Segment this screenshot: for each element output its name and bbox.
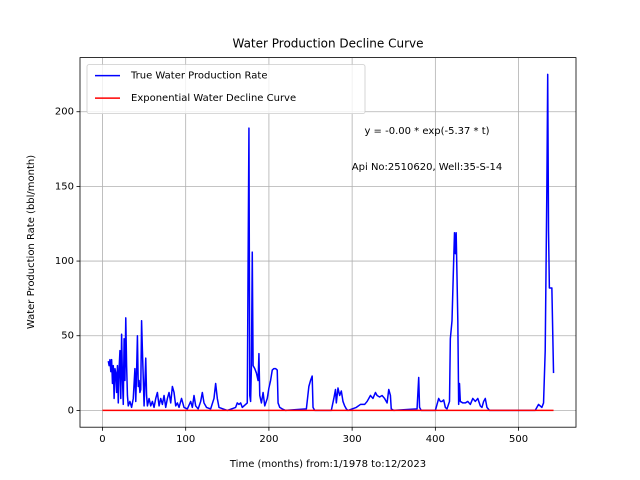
x-tick-label: 100	[176, 434, 195, 445]
x-axis-label: Time (months) from:1/1978 to:12/2023	[229, 459, 426, 470]
legend-label: True Water Production Rate	[130, 71, 267, 82]
x-tick-label: 200	[259, 434, 278, 445]
axes-frame	[79, 57, 577, 428]
plot-area	[102, 73, 555, 412]
annotation: Api No:2510620, Well:35-S-14	[352, 162, 502, 173]
series-line	[107, 73, 555, 412]
x-tick-label: 0	[99, 434, 105, 445]
x-tick-label: 300	[343, 434, 362, 445]
y-tick-label: 150	[55, 181, 74, 192]
annotation: y = -0.00 * exp(-5.37 * t)	[364, 126, 489, 137]
legend-box	[86, 64, 366, 114]
y-tick-label: 50	[61, 331, 74, 342]
legend: True Water Production Rate Exponential Wa…	[86, 64, 366, 114]
x-tick-label: 400	[426, 434, 445, 445]
y-tick-label: 200	[55, 107, 74, 118]
y-tick-label: 100	[55, 256, 74, 267]
chart-title: Water Production Decline Curve	[232, 37, 423, 51]
legend-label: Exponential Water Decline Curve	[131, 93, 296, 104]
y-axis-label: Water Production Rate (bbl/month)	[26, 155, 37, 329]
x-tick-label: 500	[509, 434, 528, 445]
y-tick-label: 0	[68, 405, 74, 416]
